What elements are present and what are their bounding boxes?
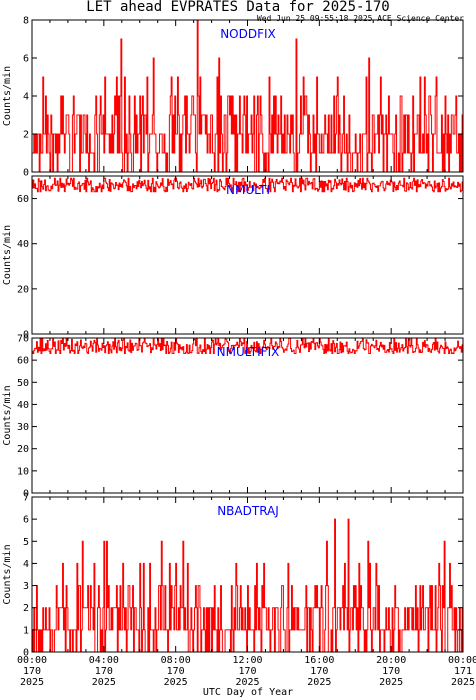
y-tick-label: 5 [23, 537, 29, 548]
panel-1: 0 2 4 6 8 Counts/min NODDFIX [2, 16, 464, 179]
y-tick-label: 6 [23, 515, 29, 526]
y-tick-label: 0 [23, 330, 29, 341]
x-tick-label: 2025 [164, 677, 188, 688]
y-tick-label: 70 [17, 334, 29, 345]
y-tick-label: 0 [23, 168, 29, 179]
x-tick-label: 2025 [20, 677, 44, 688]
x-tick-label: 00:00 [17, 655, 47, 666]
series-line-1 [32, 19, 463, 173]
panels-group: 02468Counts/minNODDFIX0204060Counts/minN… [2, 16, 476, 689]
x-tick-label: 170 [238, 666, 256, 677]
y-axis-title: Counts/min [2, 225, 13, 285]
x-tick-label: 04:00 [89, 655, 119, 666]
y-tick-label: 2 [23, 603, 29, 614]
panel-3: 0 10 20 30 40 50 60 70 Counts/min NMULTIFIX [2, 334, 464, 500]
x-tick-label: 170 [95, 666, 113, 677]
y-axis-title: Counts/min [2, 385, 13, 445]
y-tick-label: 30 [17, 422, 29, 433]
y-tick-label: 40 [17, 400, 29, 411]
x-tick-label: 2025 [92, 677, 116, 688]
x-tick-label: 170 [382, 666, 400, 677]
x-tick-label: 170 [310, 666, 328, 677]
y-tick-label: 20 [17, 284, 29, 295]
panel-frame [31, 175, 464, 335]
y-tick-label: 60 [17, 356, 29, 367]
x-tick-label: 20:00 [376, 655, 406, 666]
y-tick-label: 4 [23, 92, 29, 103]
y-tick-label: 10 [17, 466, 29, 477]
x-tick-label: 2025 [379, 677, 403, 688]
x-tick-label: 2025 [307, 677, 331, 688]
panel-label: NMULTIFIX [217, 345, 280, 359]
x-tick-label: 2025 [451, 677, 475, 688]
x-tick-label: 171 [454, 666, 472, 677]
y-tick-label: 0 [23, 648, 29, 659]
y-tick-label: 4 [23, 559, 29, 570]
x-tick-label: 08:00 [161, 655, 191, 666]
x-tick-label: 12:00 [232, 655, 262, 666]
y-tick-label: 3 [23, 581, 29, 592]
y-tick-label: 0 [23, 489, 29, 500]
y-axis-title: Counts/min [2, 544, 13, 604]
panel-label: NBADTRAJ [217, 504, 279, 518]
panel-2: 0 20 40 60 Counts/min NMULTI [2, 175, 464, 341]
figure-title: LET ahead EVPRATES Data for 2025-170 [86, 0, 389, 15]
y-tick-label: 20 [17, 444, 29, 455]
y-tick-label: 50 [17, 378, 29, 389]
y-axis-title: Counts/min [2, 66, 13, 126]
y-tick-label: 60 [17, 194, 29, 205]
x-tick-label: 170 [167, 666, 185, 677]
x-tick-label: 170 [23, 666, 41, 677]
y-tick-label: 2 [23, 130, 29, 141]
panel-label: NMULTI [226, 183, 270, 197]
series-line-4 [32, 518, 463, 653]
y-tick-label: 6 [23, 54, 29, 65]
y-tick-label: 7 [23, 493, 29, 504]
y-tick-label: 8 [23, 16, 29, 27]
panel-4: 0 1 2 3 4 5 6 7 Counts/min NBADTRAJ [2, 493, 464, 659]
panel-frame [31, 337, 464, 494]
generation-timestamp: Wed Jun 25 09:55:18 2025 ACE Science Cen… [257, 14, 464, 23]
y-tick-label: 40 [17, 239, 29, 250]
x-axis-title: UTC Day of Year [203, 687, 293, 698]
y-tick-label: 1 [23, 625, 29, 636]
x-tick-label: 00:00 [448, 655, 476, 666]
panel-label: NODDFIX [220, 27, 276, 41]
x-tick-label: 2025 [235, 677, 259, 688]
x-tick-label: 16:00 [304, 655, 334, 666]
